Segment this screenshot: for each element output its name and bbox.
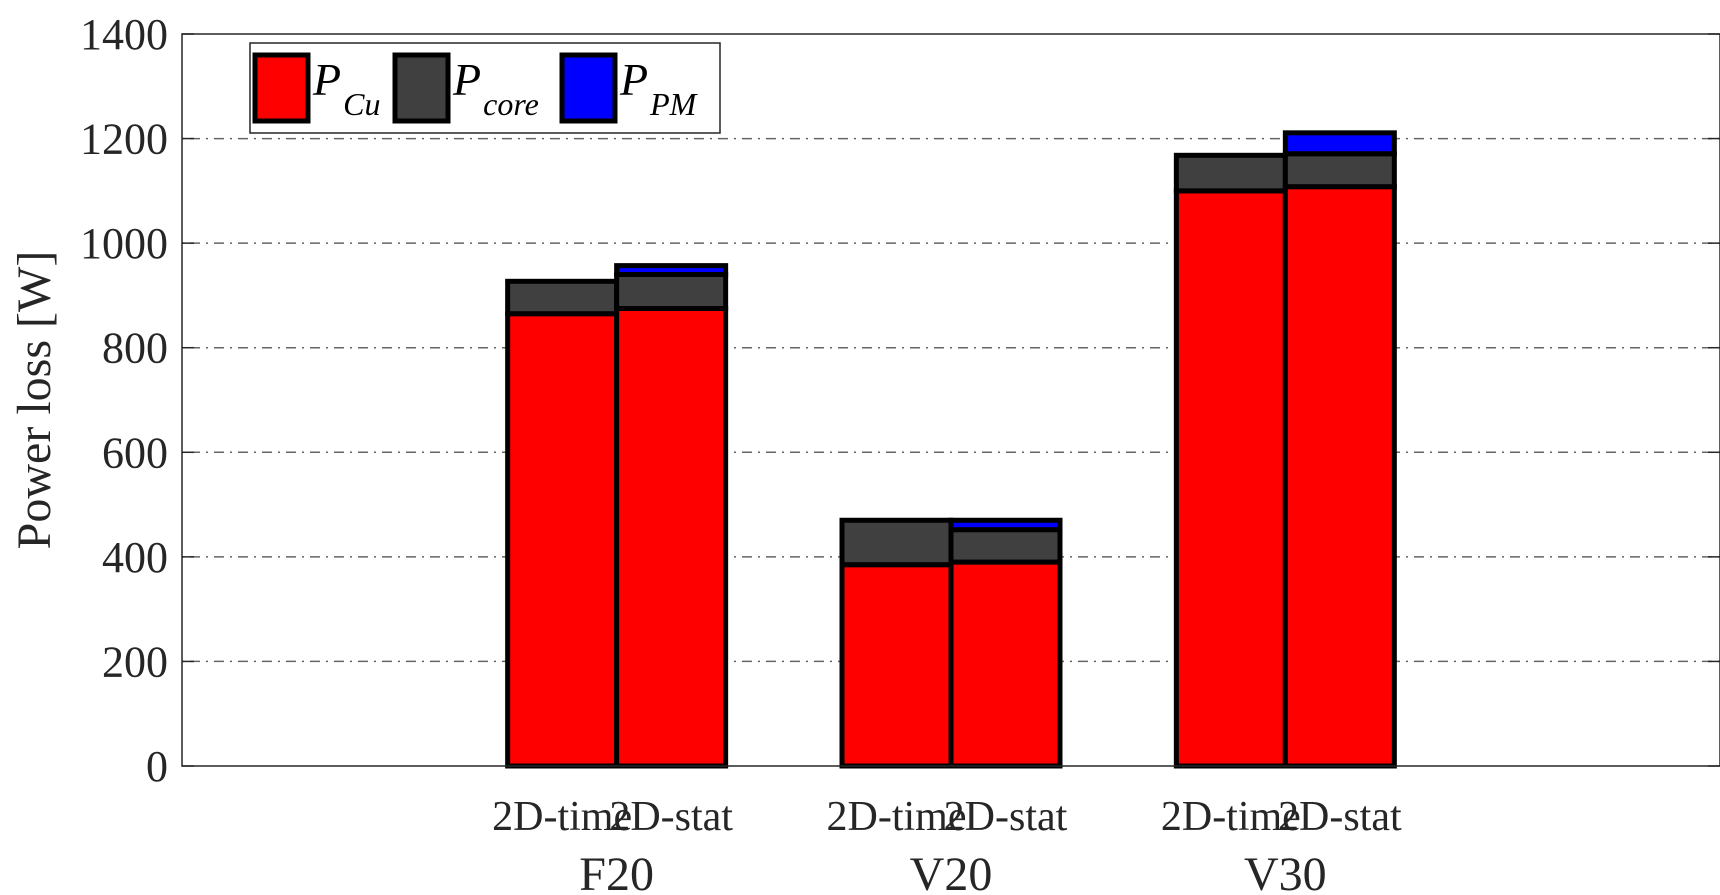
y-tick-label: 800 [102,324,168,373]
y-tick-label: 200 [102,637,168,686]
bar-segment-pm [1282,130,1397,157]
bar-tick-label: 2D-time [827,794,967,840]
bar-tick-label: 2D-time [492,794,632,840]
bar-segment-cu [1282,184,1397,769]
group-label: V20 [910,848,993,895]
legend: PCu Pcore PPM [249,42,721,134]
bar-segment-core [1282,151,1397,190]
y-tick-label: 1400 [80,10,168,59]
y-axis-label: Power loss [W] [8,251,61,550]
bar-stacks [505,130,1397,769]
bar-segment-cu [614,306,729,769]
legend-swatch [252,52,311,124]
bar-segment-cu [839,562,954,769]
bar-segment-pm [614,263,729,278]
bar-segment-cu [505,311,620,769]
y-tick-label: 600 [102,428,168,477]
legend-box [249,42,721,134]
y-axis-ticks: 0 200 400 600 800 1000 1200 1400 [80,10,1720,791]
group-label: F20 [579,848,654,895]
bar-segment-cu [948,559,1063,769]
bar-tick-label: 2D-stat [609,794,733,840]
bar-segment-core [948,527,1063,565]
plot-frame [181,33,1720,767]
bar-tick-label: 2D-stat [944,794,1068,840]
bar-segment-pm [948,517,1063,533]
legend-swatch [559,52,618,124]
y-tick-label: 1000 [80,219,168,268]
y-tick-label: 1200 [80,115,168,164]
y-tick-label: 400 [102,533,168,582]
bar-segment-core [505,278,620,317]
y-tick-label: 0 [146,742,168,791]
bar-tick-label: 2D-stat [1278,794,1402,840]
legend-swatch [392,52,451,124]
bar-segment-core [1173,152,1288,194]
bar-segment-core [839,517,954,568]
bar-tick-label: 2D-time [1161,794,1301,840]
grid-lines [182,137,1720,663]
bar-segment-cu [1173,188,1288,769]
group-label: V30 [1244,848,1327,895]
bar-segment-core [614,272,729,311]
